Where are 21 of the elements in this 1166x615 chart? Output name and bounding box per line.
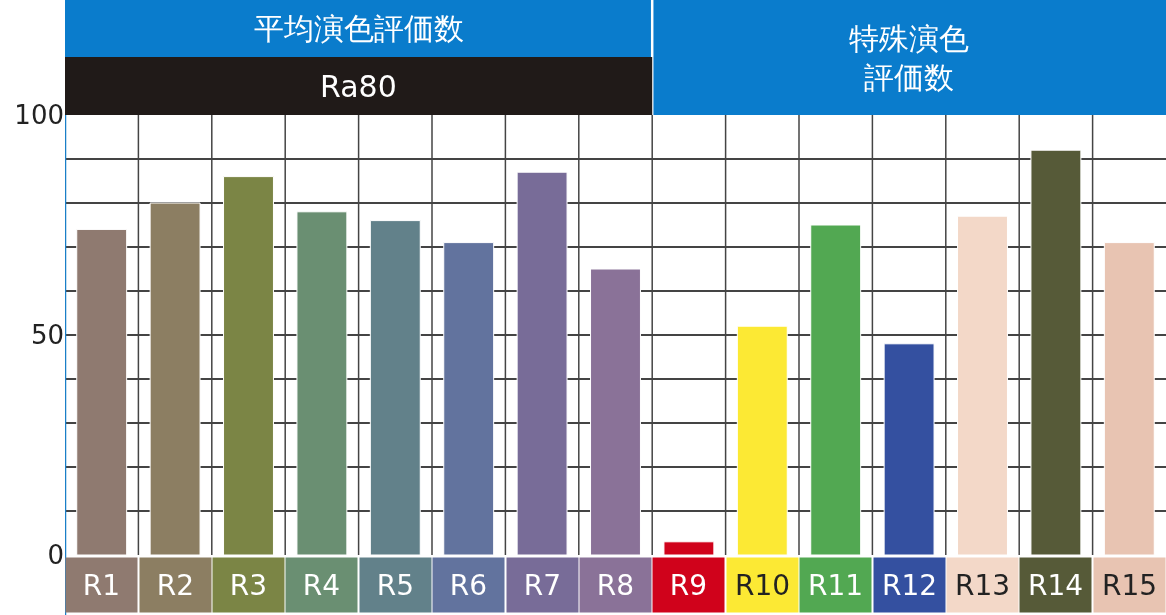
y-tick-label: 50: [30, 320, 64, 351]
x-tick-label: R1: [82, 568, 121, 602]
text: 特殊演色評価数: [849, 21, 969, 95]
x-tick-label: R6: [449, 568, 488, 602]
text: 平均演色評価数: [254, 11, 464, 46]
x-tick-label: R9: [669, 568, 708, 602]
x-tick-label: R8: [596, 568, 635, 602]
y-tick-label: 0: [47, 540, 64, 571]
x-tick-label: R2: [156, 568, 195, 602]
x-tick-label: R4: [302, 568, 341, 602]
text: Ra80: [320, 69, 397, 104]
x-tick-label: R3: [229, 568, 268, 602]
x-tick-label: R12: [881, 568, 938, 602]
y-tick-label: 100: [14, 100, 64, 131]
x-tick-label: R14: [1027, 568, 1084, 602]
x-tick-label: R5: [376, 568, 415, 602]
x-tick-label: R13: [954, 568, 1011, 602]
x-tick-label: R7: [523, 568, 562, 602]
x-tick-label: R15: [1101, 568, 1158, 602]
x-tick-label: R10: [734, 568, 791, 602]
x-tick-label: R11: [807, 568, 864, 602]
